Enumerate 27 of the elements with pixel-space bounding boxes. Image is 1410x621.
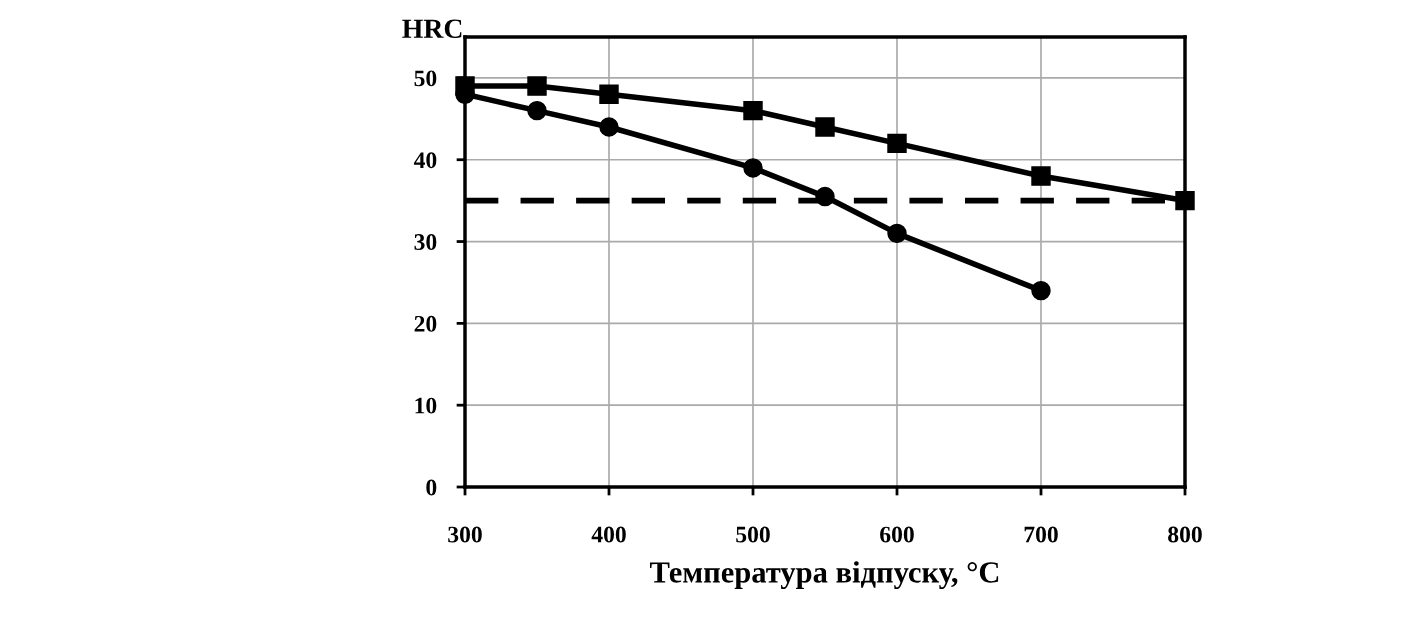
point bbox=[1175, 190, 1195, 211]
point bbox=[527, 100, 547, 121]
x-tick-label: 700 bbox=[1024, 526, 1058, 543]
point bbox=[599, 84, 619, 104]
point bbox=[527, 76, 547, 96]
x-tick-label: 500 bbox=[736, 526, 770, 543]
y-tick-label: 20 bbox=[414, 315, 437, 332]
y-tick-label: 40 bbox=[413, 152, 437, 169]
point bbox=[887, 223, 907, 244]
y-tick-label: 10 bbox=[415, 397, 437, 414]
x-tick-label: 300 bbox=[448, 526, 482, 543]
point bbox=[1031, 280, 1051, 301]
y-axis-title: HRC bbox=[402, 19, 462, 39]
point bbox=[815, 117, 835, 137]
y-tick-label: 30 bbox=[414, 234, 437, 250]
x-tick-label: 400 bbox=[591, 526, 626, 543]
point bbox=[887, 133, 907, 154]
x-tick-label: 800 bbox=[1168, 526, 1202, 543]
y-tick-label: 0 bbox=[426, 479, 437, 496]
x-tick-label: 600 bbox=[880, 526, 914, 543]
y-tick-label: 50 bbox=[414, 70, 437, 87]
x-axis-title: Температура відпуску, °C bbox=[650, 561, 999, 589]
point bbox=[743, 100, 763, 121]
point bbox=[599, 117, 619, 137]
point bbox=[815, 186, 835, 207]
point bbox=[1031, 166, 1051, 186]
point bbox=[743, 158, 763, 178]
